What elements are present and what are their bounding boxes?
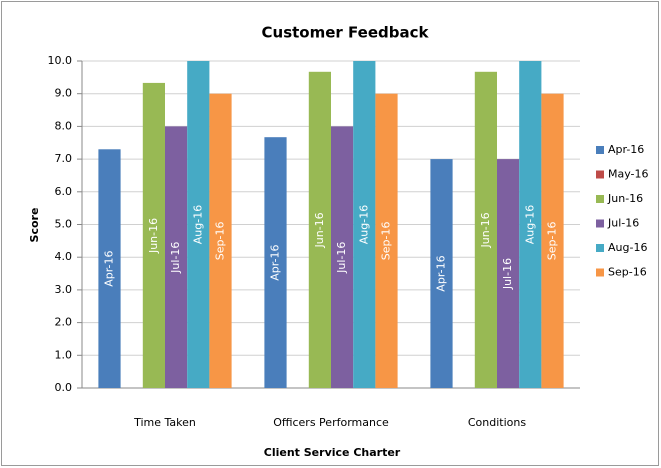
legend-swatch [596, 244, 604, 252]
y-tick-label: 3.0 [55, 283, 73, 296]
data-label: Sep-16 [380, 221, 393, 260]
y-tick-label: 2.0 [55, 316, 73, 329]
bar [353, 61, 376, 388]
x-axis-title: Client Service Charter [264, 446, 401, 459]
y-tick-label: 0.0 [55, 381, 73, 394]
bar [474, 71, 497, 388]
data-label: Jul-16 [169, 242, 182, 274]
bar [209, 93, 232, 388]
legend-label: Sep-16 [608, 266, 647, 279]
data-label: Apr-16 [103, 250, 116, 286]
data-label: Apr-16 [269, 244, 282, 280]
y-tick-label: 5.0 [55, 218, 73, 231]
legend-label: Apr-16 [608, 143, 644, 156]
bar [375, 93, 398, 388]
legend-swatch [596, 219, 604, 228]
x-tick-label: Officers Performance [273, 416, 389, 429]
data-label: Apr-16 [435, 255, 448, 291]
data-label: Jun-16 [147, 218, 160, 254]
bar [331, 126, 354, 389]
y-tick-label: 9.0 [55, 87, 73, 100]
legend-label: Jun-16 [607, 192, 643, 205]
x-tick-label: Conditions [468, 416, 526, 429]
y-axis-title: Score [28, 208, 41, 243]
bar [541, 93, 564, 388]
legend-label: Aug-16 [608, 241, 647, 254]
bar [430, 159, 453, 388]
legend-swatch [596, 268, 604, 277]
legend-swatch [596, 195, 604, 203]
y-tick-label: 4.0 [55, 250, 73, 263]
legend-swatch [596, 146, 604, 154]
bar [519, 61, 542, 388]
bar [98, 149, 121, 388]
bar [308, 71, 331, 388]
bar [264, 137, 287, 388]
bar [142, 82, 165, 388]
data-label: Sep-16 [214, 221, 227, 260]
bar [187, 61, 210, 388]
data-label: Jul-16 [501, 258, 514, 290]
data-label: Sep-16 [546, 221, 559, 260]
data-label: Jun-16 [313, 212, 326, 248]
y-tick-label: 8.0 [55, 119, 73, 132]
y-tick-label: 7.0 [55, 152, 73, 165]
legend-label: May-16 [608, 168, 649, 181]
y-tick-label: 6.0 [55, 185, 73, 198]
legend-label: Jul-16 [607, 217, 639, 230]
legend-swatch [596, 170, 604, 179]
data-label: Aug-16 [523, 205, 536, 244]
chart-title: Customer Feedback [262, 24, 430, 42]
data-label: Jun-16 [479, 212, 492, 248]
bar [497, 159, 520, 388]
y-tick-label: 10.0 [48, 54, 73, 67]
data-label: Jul-16 [335, 242, 348, 274]
bar [165, 126, 188, 389]
x-tick-label: Time Taken [133, 416, 196, 429]
data-label: Aug-16 [357, 205, 370, 244]
y-tick-label: 1.0 [55, 348, 73, 361]
data-label: Aug-16 [191, 205, 204, 244]
